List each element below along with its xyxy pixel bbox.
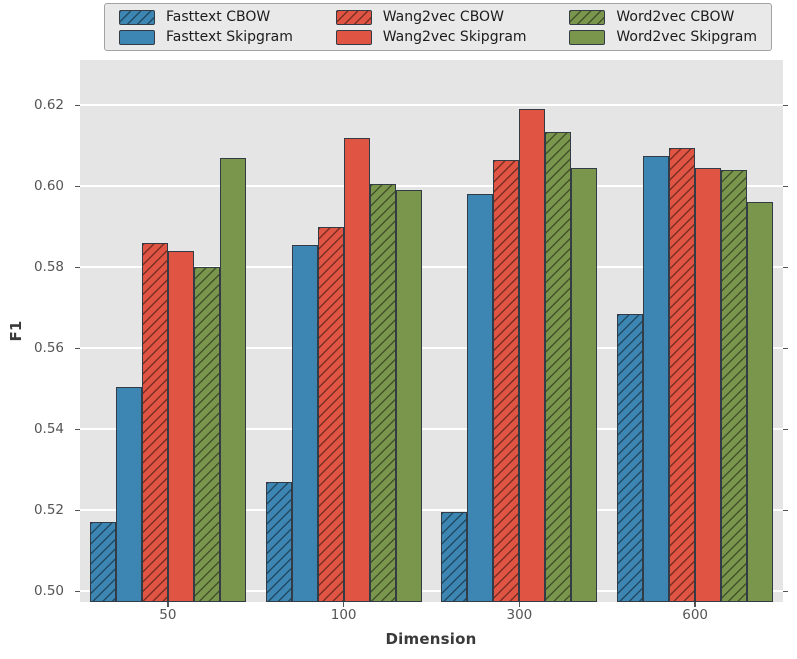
x-tick-label: 50 — [159, 607, 177, 623]
y-tick-mark-left — [75, 509, 80, 512]
bar — [571, 168, 598, 602]
gridline — [80, 590, 783, 593]
bar — [291, 244, 318, 602]
legend-label: Wang2vec CBOW — [382, 9, 504, 25]
bar — [441, 512, 468, 602]
gridline — [80, 509, 783, 512]
bar — [617, 313, 644, 602]
legend-swatch — [335, 29, 372, 45]
y-tick-mark-left — [75, 590, 80, 593]
bar — [343, 137, 370, 602]
bar — [493, 159, 520, 602]
bar — [669, 147, 696, 602]
bar — [467, 194, 494, 602]
gridline — [80, 347, 783, 350]
legend-item: Wang2vec Skipgram — [335, 29, 527, 45]
x-tick-label: 100 — [330, 607, 357, 623]
bar — [167, 251, 194, 602]
legend-label: Word2vec Skipgram — [616, 29, 757, 45]
y-tick-mark-left — [75, 347, 80, 350]
bar — [141, 242, 168, 602]
legend-item: Wang2vec CBOW — [335, 9, 527, 25]
bar — [747, 202, 774, 602]
bar — [519, 109, 546, 602]
x-tick-label: 300 — [506, 607, 533, 623]
plot-area — [80, 60, 783, 602]
y-tick-label: 0.58 — [33, 259, 64, 276]
y-tick-mark-left — [75, 266, 80, 269]
gridline — [80, 428, 783, 431]
bar — [369, 184, 396, 602]
legend: Fasttext CBOW Fasttext Skipgram Wang2vec C… — [104, 3, 772, 51]
y-axis-tick-labels: 0.50 0.52 0.54 0.56 0.58 0.60 0.62 — [0, 60, 74, 602]
bar — [193, 267, 220, 602]
legend-swatch-hatched — [335, 9, 372, 25]
gridline — [80, 185, 783, 188]
y-tick-mark-right — [783, 509, 788, 512]
x-tick-label: 600 — [682, 607, 709, 623]
bar — [695, 168, 722, 602]
y-tick-mark-left — [75, 104, 80, 107]
y-tick-mark-right — [783, 428, 788, 431]
legend-label: Fasttext Skipgram — [166, 29, 293, 45]
y-tick-mark-right — [783, 347, 788, 350]
y-tick-label: 0.60 — [33, 178, 64, 195]
y-tick-mark-right — [783, 266, 788, 269]
x-tick-mark — [694, 602, 696, 607]
legend-swatch — [569, 29, 606, 45]
legend-label: Fasttext CBOW — [166, 9, 271, 25]
y-tick-label: 0.62 — [33, 97, 64, 114]
legend-swatch-hatched — [569, 9, 606, 25]
y-tick-label: 0.50 — [33, 583, 64, 600]
legend-swatch-hatched — [119, 9, 155, 25]
y-tick-label: 0.56 — [33, 340, 64, 357]
y-tick-mark-left — [75, 428, 80, 431]
y-tick-mark-left — [75, 185, 80, 188]
legend-item: Word2vec Skipgram — [569, 29, 757, 45]
gridline — [80, 266, 783, 269]
bar — [721, 170, 748, 602]
x-tick-mark — [342, 602, 345, 607]
bar — [219, 157, 246, 602]
legend-swatch — [119, 29, 155, 45]
y-tick-mark-right — [783, 104, 788, 107]
x-tick-mark — [518, 602, 521, 607]
legend-label: Wang2vec Skipgram — [382, 29, 527, 45]
bar — [89, 522, 116, 602]
legend-item: Word2vec CBOW — [569, 9, 757, 25]
bar — [115, 386, 142, 602]
legend-item: Fasttext CBOW — [119, 9, 293, 25]
y-tick-label: 0.54 — [33, 421, 64, 438]
gridline — [80, 104, 783, 107]
y-tick-mark-right — [783, 185, 788, 188]
x-axis-label: Dimension — [385, 630, 477, 648]
y-tick-label: 0.52 — [33, 502, 64, 519]
bar — [545, 131, 572, 602]
legend-label: Word2vec CBOW — [616, 9, 735, 25]
bar — [265, 481, 292, 602]
y-tick-mark-right — [783, 590, 788, 593]
x-tick-mark — [167, 602, 169, 607]
bar — [395, 190, 422, 602]
legend-item: Fasttext Skipgram — [119, 29, 293, 45]
bar — [317, 226, 344, 602]
bar — [643, 155, 670, 602]
